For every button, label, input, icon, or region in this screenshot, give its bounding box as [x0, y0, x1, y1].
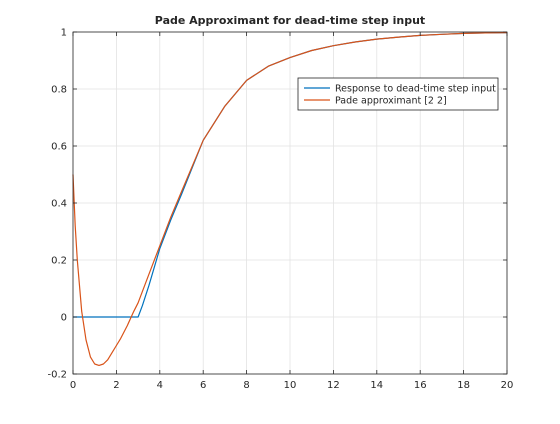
y-tick-label: 0	[61, 313, 67, 324]
series-line-2	[72, 32, 508, 366]
y-tick-label: 1	[61, 28, 67, 39]
y-tick-label: 0.2	[51, 256, 67, 267]
series-lines	[72, 32, 508, 366]
legend-label-2: Pade approximant [2 2]	[335, 96, 447, 107]
x-tick-label: 8	[243, 380, 249, 391]
x-tick-label: 6	[200, 380, 206, 391]
y-tick-label: 0.6	[51, 142, 67, 153]
x-tick-label: 16	[414, 380, 427, 391]
x-tick-label: 18	[457, 380, 470, 391]
ticks: 0 2 4 6 8 10 12 14 16 18 20-0.200.20.40.60.81	[47, 28, 513, 392]
legend-box	[297, 77, 499, 111]
x-tick-label: 2	[113, 380, 119, 391]
chart-title: Pade Approximant for dead-time step inpu…	[155, 14, 425, 27]
x-tick-label: 4	[157, 380, 163, 391]
x-tick-label: 0	[70, 380, 76, 391]
x-tick-label: 12	[327, 380, 340, 391]
legend-label-1: Response to dead-time step input	[335, 84, 496, 95]
x-tick-label: 10	[284, 380, 297, 391]
y-tick-label: 0.4	[51, 199, 67, 210]
x-tick-label: 20	[501, 380, 514, 391]
x-tick-label: 14	[370, 380, 383, 391]
y-tick-label: 0.8	[51, 85, 67, 96]
y-tick-label: -0.2	[47, 370, 67, 381]
